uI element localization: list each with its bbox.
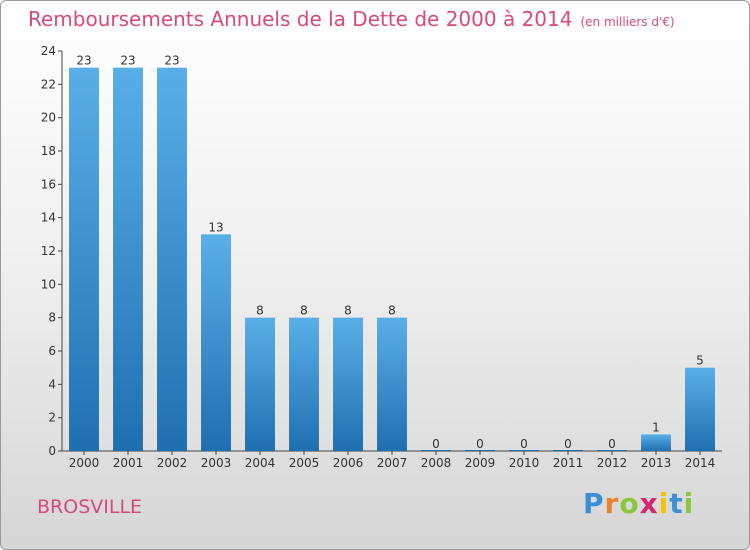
y-tick-label: 24 (41, 44, 56, 58)
bar (377, 317, 407, 451)
x-tick-label: 2013 (641, 456, 672, 470)
value-label: 0 (476, 437, 484, 451)
logo-letter: o (619, 487, 640, 520)
bar (245, 317, 275, 451)
value-label: 8 (256, 304, 264, 318)
logo-letter: r (604, 487, 620, 520)
bar (553, 450, 583, 451)
y-tick-label: 8 (48, 311, 56, 325)
value-label: 23 (76, 54, 91, 68)
bar (597, 450, 627, 451)
x-tick-label: 2012 (597, 456, 628, 470)
y-tick-label: 12 (41, 244, 56, 258)
x-tick-label: 2003 (201, 456, 232, 470)
bar (685, 367, 715, 451)
x-tick-label: 2014 (685, 456, 716, 470)
y-tick-label: 20 (41, 111, 56, 125)
x-tick-label: 2000 (69, 456, 100, 470)
x-tick-label: 2006 (333, 456, 364, 470)
value-label: 8 (344, 304, 352, 318)
chart-title-text: Remboursements Annuels de la Dette de 20… (28, 7, 573, 31)
y-tick-label: 6 (48, 344, 56, 358)
bar (157, 67, 187, 452)
x-tick-label: 2008 (421, 456, 452, 470)
bar (641, 434, 671, 451)
y-tick-label: 0 (48, 444, 56, 458)
proxiti-logo: Proxiti (583, 487, 694, 520)
x-tick-label: 2005 (289, 456, 320, 470)
value-label: 8 (300, 304, 308, 318)
bar (289, 317, 319, 451)
value-label: 1 (652, 420, 660, 434)
y-tick-label: 10 (41, 277, 56, 291)
bar (421, 450, 451, 451)
value-label: 13 (208, 220, 223, 234)
y-tick-label: 4 (48, 377, 56, 391)
bar (465, 450, 495, 451)
x-tick-label: 2004 (245, 456, 276, 470)
x-tick-label: 2001 (113, 456, 144, 470)
bar (69, 67, 99, 452)
bar (509, 450, 539, 451)
x-tick-label: 2010 (509, 456, 540, 470)
y-tick-label: 2 (48, 411, 56, 425)
bar (201, 234, 231, 451)
x-tick-label: 2009 (465, 456, 496, 470)
y-tick-label: 16 (41, 177, 56, 191)
y-tick-label: 14 (41, 211, 56, 225)
value-label: 23 (120, 54, 135, 68)
value-label: 8 (388, 304, 396, 318)
logo-letter: x (639, 487, 659, 520)
value-label: 23 (164, 54, 179, 68)
value-label: 5 (696, 354, 704, 368)
y-tick-label: 22 (41, 77, 56, 91)
bar (113, 67, 143, 452)
x-tick-label: 2007 (377, 456, 408, 470)
logo-letter: P (583, 487, 605, 520)
y-tick-label: 18 (41, 144, 56, 158)
bar (333, 317, 363, 451)
chart-title: Remboursements Annuels de la Dette de 20… (28, 7, 675, 31)
chart-unit: (en milliers d'€) (580, 15, 675, 29)
value-label: 0 (432, 437, 440, 451)
commune-name: BROSVILLE (37, 496, 143, 518)
value-label: 0 (608, 437, 616, 451)
x-tick-label: 2011 (553, 456, 584, 470)
logo-letter: i (683, 487, 695, 520)
value-label: 0 (564, 437, 572, 451)
x-tick-label: 2002 (157, 456, 188, 470)
logo-letter: t (669, 487, 684, 520)
value-label: 0 (520, 437, 528, 451)
logo-letter: i (658, 487, 670, 520)
